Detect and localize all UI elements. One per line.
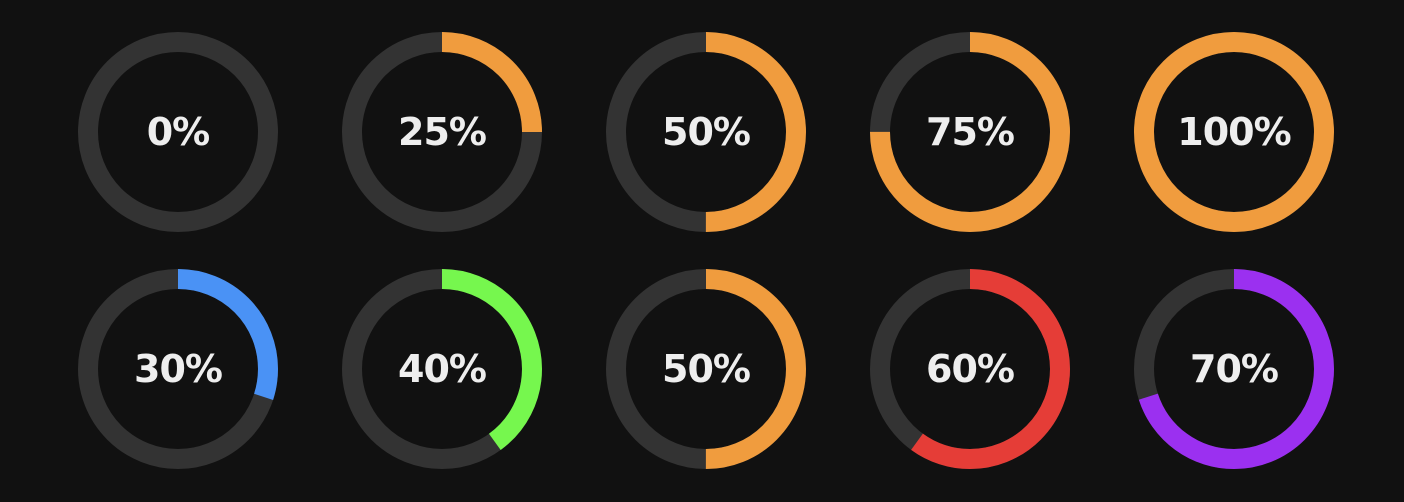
progress-ring-3: 75% <box>870 32 1070 232</box>
progress-ring-label: 30% <box>134 347 223 391</box>
progress-ring-label: 40% <box>398 347 487 391</box>
progress-ring-4: 100% <box>1134 32 1334 232</box>
progress-ring-8: 60% <box>870 269 1070 469</box>
progress-ring-label: 50% <box>662 110 751 154</box>
progress-ring-9: 70% <box>1134 269 1334 469</box>
progress-ring-label: 25% <box>398 110 487 154</box>
progress-ring-arc <box>78 269 278 469</box>
progress-ring-svg <box>606 269 806 469</box>
progress-ring-2: 50% <box>606 32 806 232</box>
progress-ring-arc <box>342 32 542 232</box>
progress-ring-label: 50% <box>662 347 751 391</box>
progress-ring-7: 50% <box>606 269 806 469</box>
progress-ring-label: 60% <box>926 347 1015 391</box>
progress-ring-arc <box>606 269 806 469</box>
progress-ring-label: 70% <box>1190 347 1279 391</box>
progress-ring-svg <box>606 32 806 232</box>
progress-ring-svg <box>870 32 1070 232</box>
progress-ring-svg <box>870 269 1070 469</box>
progress-ring-svg <box>78 269 278 469</box>
progress-ring-label: 0% <box>146 110 211 154</box>
progress-ring-label: 100% <box>1177 110 1291 154</box>
progress-ring-label: 75% <box>926 110 1015 154</box>
progress-ring-arc <box>870 32 1070 232</box>
progress-ring-0: 0% <box>78 32 278 232</box>
progress-ring-arc <box>870 269 1070 469</box>
progress-ring-svg <box>342 269 542 469</box>
progress-ring-svg <box>1134 32 1334 232</box>
progress-ring-arc <box>342 269 542 469</box>
progress-ring-svg <box>78 32 278 232</box>
progress-ring-arc <box>1134 32 1334 232</box>
progress-ring-5: 30% <box>78 269 278 469</box>
progress-ring-track <box>78 32 278 232</box>
progress-ring-6: 40% <box>342 269 542 469</box>
progress-ring-svg <box>1134 269 1334 469</box>
progress-ring-arc <box>1134 269 1334 469</box>
progress-ring-1: 25% <box>342 32 542 232</box>
progress-ring-arc <box>606 32 806 232</box>
progress-ring-svg <box>342 32 542 232</box>
